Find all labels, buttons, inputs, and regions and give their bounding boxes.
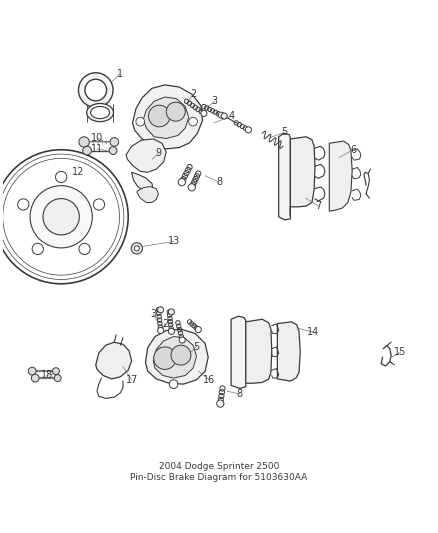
- Polygon shape: [126, 139, 166, 172]
- Text: 11: 11: [91, 144, 103, 154]
- Circle shape: [83, 146, 92, 155]
- Text: 17: 17: [125, 375, 138, 385]
- Circle shape: [134, 246, 139, 251]
- Circle shape: [169, 380, 178, 389]
- Text: 1: 1: [117, 69, 123, 79]
- Circle shape: [188, 184, 195, 191]
- Polygon shape: [143, 97, 189, 139]
- Circle shape: [43, 199, 79, 235]
- Circle shape: [178, 179, 185, 186]
- Circle shape: [201, 110, 207, 116]
- Polygon shape: [246, 319, 272, 383]
- Polygon shape: [153, 336, 197, 378]
- Circle shape: [79, 244, 90, 255]
- Circle shape: [245, 127, 251, 133]
- Text: 5: 5: [281, 127, 287, 138]
- Text: 3: 3: [150, 309, 156, 319]
- Polygon shape: [231, 316, 246, 389]
- Circle shape: [189, 117, 198, 126]
- Circle shape: [32, 244, 43, 255]
- Circle shape: [131, 243, 142, 254]
- Polygon shape: [277, 322, 300, 381]
- Circle shape: [56, 172, 67, 183]
- Polygon shape: [279, 133, 290, 220]
- Text: 8: 8: [237, 389, 243, 399]
- Polygon shape: [329, 141, 352, 211]
- Circle shape: [54, 375, 61, 382]
- Text: 12: 12: [72, 167, 85, 177]
- Circle shape: [154, 347, 176, 369]
- Ellipse shape: [87, 103, 113, 122]
- Circle shape: [158, 327, 164, 334]
- Text: 9: 9: [155, 148, 162, 158]
- Circle shape: [171, 345, 191, 365]
- Circle shape: [28, 367, 36, 375]
- Circle shape: [79, 137, 89, 147]
- Text: 5: 5: [194, 342, 200, 351]
- Circle shape: [166, 102, 185, 121]
- Text: 2004 Dodge Sprinter 2500
Pin-Disc Brake Diagram for 5103630AA: 2004 Dodge Sprinter 2500 Pin-Disc Brake …: [131, 462, 307, 482]
- Text: 2: 2: [190, 88, 196, 99]
- Polygon shape: [290, 137, 315, 215]
- Circle shape: [110, 138, 119, 146]
- Circle shape: [3, 158, 120, 275]
- Circle shape: [195, 327, 201, 333]
- Text: 3: 3: [212, 96, 218, 106]
- Circle shape: [0, 154, 124, 279]
- Polygon shape: [132, 172, 153, 194]
- Text: 10: 10: [91, 133, 103, 143]
- Circle shape: [53, 368, 60, 375]
- Circle shape: [168, 309, 174, 315]
- Circle shape: [78, 73, 113, 107]
- Circle shape: [32, 374, 39, 382]
- Circle shape: [217, 400, 224, 407]
- Circle shape: [18, 199, 29, 210]
- Ellipse shape: [91, 107, 110, 119]
- Circle shape: [93, 199, 105, 210]
- Text: 6: 6: [350, 145, 356, 155]
- Text: 4: 4: [229, 111, 235, 121]
- Text: 7: 7: [315, 201, 321, 211]
- Text: 13: 13: [167, 237, 180, 246]
- Circle shape: [148, 105, 170, 127]
- Text: 15: 15: [395, 347, 407, 357]
- Circle shape: [168, 328, 174, 334]
- Circle shape: [158, 306, 164, 313]
- Circle shape: [109, 147, 117, 155]
- Circle shape: [179, 337, 185, 343]
- Text: 8: 8: [216, 177, 222, 187]
- Circle shape: [85, 79, 106, 101]
- Polygon shape: [96, 342, 132, 379]
- Circle shape: [0, 150, 128, 284]
- Text: 14: 14: [307, 327, 319, 337]
- Polygon shape: [137, 187, 159, 203]
- Text: 18: 18: [41, 370, 53, 381]
- Circle shape: [30, 185, 92, 248]
- Circle shape: [218, 112, 224, 118]
- Circle shape: [221, 113, 227, 119]
- Polygon shape: [133, 85, 202, 149]
- Circle shape: [136, 117, 145, 126]
- Text: 16: 16: [203, 375, 215, 385]
- Text: 2: 2: [162, 319, 168, 328]
- Polygon shape: [145, 329, 208, 384]
